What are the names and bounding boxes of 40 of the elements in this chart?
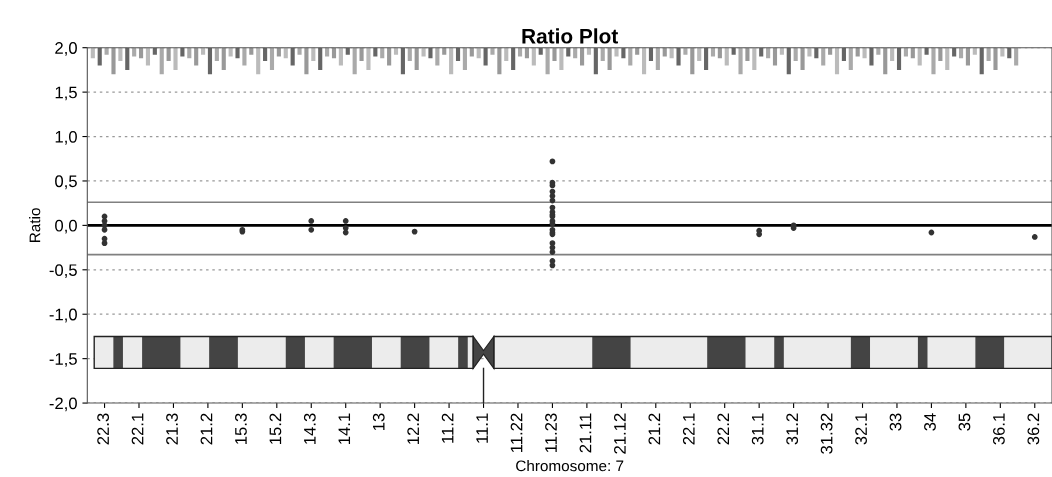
x-tick-label: 11.23 <box>545 413 557 452</box>
x-tick-label: 31.1 <box>751 413 764 445</box>
x-tick-label: 21.12 <box>614 413 626 454</box>
x-tick-label: 36.2 <box>1027 413 1040 445</box>
x-tick-label: 22.3 <box>97 413 110 445</box>
x-tick-label: 36.1 <box>992 413 1005 445</box>
x-tick-label: 32.1 <box>855 413 867 445</box>
y-tick-label: -2,0 <box>49 397 77 412</box>
x-axis-title: Chromosome: 7 <box>516 460 624 472</box>
x-tick-label: 33 <box>889 413 902 431</box>
x-tick-label: 15.2 <box>269 413 282 444</box>
x-tick-label: 34 <box>924 413 936 431</box>
y-tick-label: 1,0 <box>55 130 77 145</box>
y-tick-label: 0,5 <box>55 175 77 190</box>
x-tick-label: 11.22 <box>510 413 523 452</box>
x-tick-label: 11.1 <box>476 413 488 443</box>
x-tick-label: 11.2 <box>441 413 454 443</box>
y-tick-label: 1,5 <box>55 86 77 101</box>
chart-title: Ratio Plot <box>522 28 619 44</box>
x-tick-label: 21.2 <box>200 413 213 445</box>
x-tick-label: 22.1 <box>682 413 695 445</box>
x-tick-label: 21.3 <box>166 413 178 445</box>
x-tick-label: 15.3 <box>235 413 247 444</box>
x-tick-label: 21.2 <box>648 413 661 445</box>
y-tick-label: 0,0 <box>55 219 77 234</box>
x-tick-label: 22.2 <box>717 413 730 445</box>
x-tick-label: 14.3 <box>303 413 316 444</box>
x-tick-label: 31.32 <box>820 413 833 454</box>
x-tick-label: 13 <box>372 413 385 431</box>
y-axis-title: Ratio <box>29 208 41 242</box>
x-tick-label: 35 <box>958 413 971 431</box>
x-tick-label: 12.2 <box>407 413 419 444</box>
x-tick-label: 21.11 <box>579 413 592 453</box>
x-tick-label: 22.1 <box>131 413 144 445</box>
x-tick-label: 31.2 <box>786 413 799 445</box>
y-tick-label: 2,0 <box>55 42 77 56</box>
y-tick-label: -1,5 <box>49 353 77 367</box>
y-tick-label: -0,5 <box>49 264 77 278</box>
y-tick-label: -1,0 <box>49 308 77 323</box>
x-tick-label: 14.1 <box>338 413 351 444</box>
